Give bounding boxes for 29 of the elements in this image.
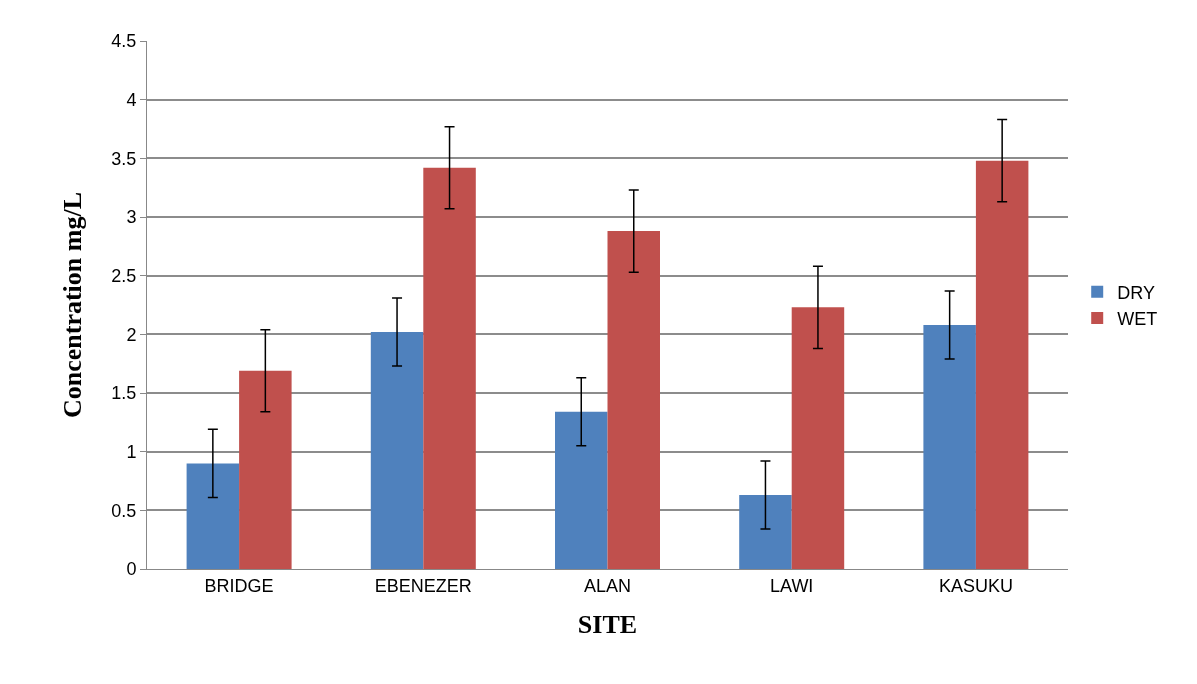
- bar: [923, 324, 976, 569]
- legend-label: WET: [1117, 309, 1158, 330]
- bar: [555, 411, 608, 569]
- y-tick-label: 1.5: [111, 383, 137, 404]
- legend-label: DRY: [1117, 282, 1155, 303]
- x-tick-label: BRIDGE: [204, 575, 274, 596]
- y-tick-label: 4.5: [111, 31, 137, 52]
- y-tick-label: 1: [126, 441, 137, 462]
- bar: [423, 167, 476, 569]
- y-tick-label: 2.5: [111, 265, 137, 286]
- x-axis-title: SITE: [577, 610, 638, 640]
- y-tick-label: 0.5: [111, 500, 137, 521]
- bar: [370, 331, 424, 569]
- bar: [186, 463, 240, 569]
- y-tick-label: 0: [126, 559, 137, 580]
- x-tick-label: ALAN: [583, 575, 632, 596]
- x-tick-label: LAWI: [770, 575, 814, 596]
- x-tick-label: EBENEZER: [374, 575, 472, 596]
- bar: [607, 231, 660, 569]
- bar: [791, 307, 845, 569]
- y-tick-label: 3.5: [111, 148, 137, 169]
- bar: [739, 495, 792, 569]
- y-axis-title: Concentration mg/L: [57, 191, 87, 419]
- y-tick-label: 2: [126, 324, 137, 345]
- y-tick-label: 3: [126, 207, 137, 228]
- x-tick-label: KASUKU: [938, 575, 1013, 596]
- bar: [239, 370, 292, 569]
- bar: [975, 160, 1029, 569]
- y-tick-label: 4: [126, 89, 137, 110]
